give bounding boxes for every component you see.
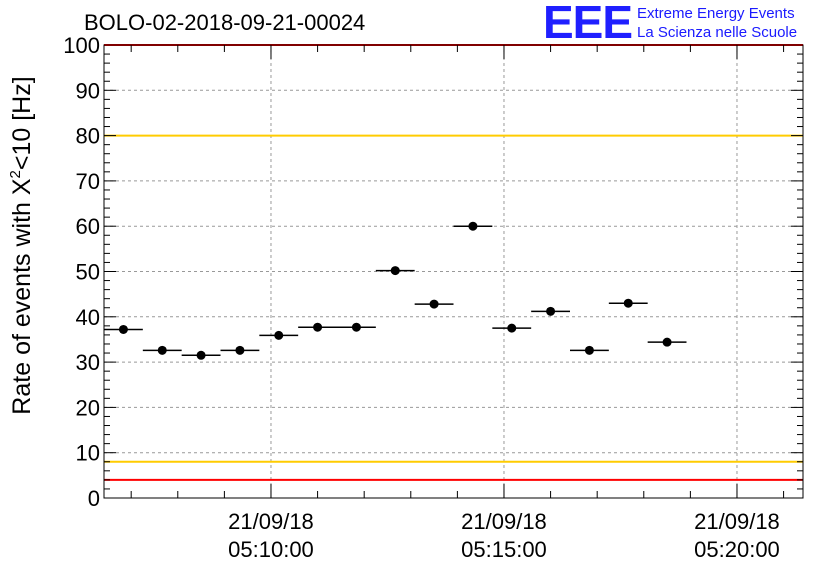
- y-tick-label: 40: [76, 305, 100, 330]
- y-tick-label: 20: [76, 395, 100, 420]
- y-tick-label: 80: [76, 124, 100, 149]
- x-tick-label-date: 21/09/18: [694, 509, 780, 534]
- data-point: [313, 322, 323, 332]
- data-point: [584, 345, 594, 355]
- data-point: [390, 266, 400, 276]
- logo-caption: Extreme Energy Events La Scienza nelle S…: [637, 4, 797, 42]
- x-tick-label-time: 05:15:00: [461, 537, 547, 562]
- x-tick-label-date: 21/09/18: [228, 509, 314, 534]
- chart-title: BOLO-02-2018-09-21-00024: [84, 10, 366, 35]
- data-point: [274, 330, 284, 340]
- y-tick-label: 90: [76, 78, 100, 103]
- data-point: [196, 350, 206, 360]
- data-point: [546, 306, 556, 316]
- data-point: [662, 337, 672, 347]
- y-tick-label: 30: [76, 350, 100, 375]
- y-tick-label: 0: [88, 486, 100, 511]
- logo-line-1: Extreme Energy Events: [637, 5, 795, 22]
- x-tick-label-date: 21/09/18: [461, 509, 547, 534]
- y-tick-label: 100: [63, 33, 100, 58]
- y-tick-label: 60: [76, 214, 100, 239]
- y-axis-label: Rate of events with X2<10 [Hz]: [7, 76, 36, 414]
- x-tick-label-time: 05:20:00: [694, 537, 780, 562]
- x-tick-label-time: 05:10:00: [228, 537, 314, 562]
- data-point: [623, 298, 633, 308]
- data-point: [118, 324, 128, 334]
- logo-line-2: La Scienza nelle Scuole: [637, 24, 798, 41]
- data-point: [468, 221, 478, 231]
- data-point: [235, 345, 245, 355]
- data-point: [429, 299, 439, 309]
- y-tick-label: 50: [76, 260, 100, 285]
- data-point: [157, 345, 167, 355]
- data-point: [507, 323, 517, 333]
- y-tick-label: 10: [76, 441, 100, 466]
- y-tick-label: 70: [76, 169, 100, 194]
- data-point: [351, 322, 361, 332]
- eee-logo: EEE: [543, 0, 633, 48]
